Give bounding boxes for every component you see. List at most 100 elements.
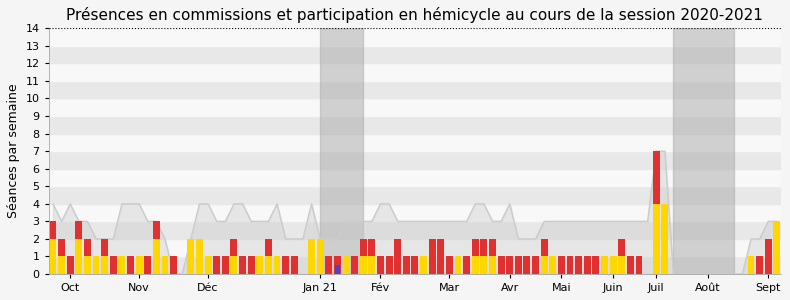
Bar	[75, 239, 82, 274]
Bar	[472, 256, 479, 274]
Bar	[196, 239, 203, 274]
Bar	[58, 256, 65, 274]
Bar	[558, 256, 565, 274]
Bar	[540, 256, 547, 274]
Bar	[325, 256, 332, 274]
Bar	[592, 256, 600, 274]
Bar	[420, 256, 427, 274]
Bar	[438, 239, 444, 274]
Bar	[480, 239, 487, 256]
Bar	[49, 46, 781, 63]
Bar	[412, 256, 419, 274]
Bar	[222, 256, 229, 274]
Bar	[619, 256, 625, 274]
Bar	[248, 256, 254, 274]
Bar	[335, 265, 340, 274]
Bar	[377, 256, 384, 274]
Bar	[747, 256, 754, 274]
Bar	[498, 256, 505, 274]
Bar	[231, 239, 237, 256]
Bar	[575, 256, 582, 274]
Bar	[49, 28, 781, 46]
Bar	[334, 256, 340, 274]
Bar	[489, 239, 496, 256]
Bar	[317, 239, 324, 274]
Bar	[110, 256, 117, 274]
Bar	[291, 256, 298, 274]
Bar	[368, 239, 375, 256]
Bar	[524, 256, 530, 274]
Bar	[84, 256, 91, 274]
Bar	[506, 256, 514, 274]
Bar	[653, 151, 660, 204]
Bar	[187, 239, 194, 274]
Bar	[489, 256, 496, 274]
Bar	[161, 256, 168, 274]
Bar	[153, 221, 160, 239]
Bar	[584, 256, 591, 274]
Bar	[463, 256, 470, 274]
Bar	[351, 256, 358, 274]
Bar	[49, 116, 781, 134]
Bar	[265, 239, 272, 256]
Bar	[386, 256, 393, 274]
Bar	[661, 204, 668, 274]
Bar	[49, 81, 781, 98]
Bar	[49, 151, 781, 169]
Bar	[101, 256, 108, 274]
Bar	[773, 221, 781, 274]
Bar	[359, 256, 367, 274]
Bar	[320, 28, 363, 274]
Bar	[359, 239, 367, 256]
Bar	[58, 239, 65, 256]
Bar	[673, 28, 734, 274]
Bar	[265, 256, 272, 274]
Bar	[49, 204, 781, 221]
Bar	[49, 239, 781, 256]
Bar	[49, 134, 781, 151]
Bar	[49, 221, 781, 239]
Y-axis label: Séances par semaine: Séances par semaine	[7, 84, 20, 218]
Bar	[50, 221, 56, 239]
Bar	[49, 169, 781, 186]
Bar	[454, 256, 461, 274]
Bar	[601, 256, 608, 274]
Bar	[480, 256, 487, 274]
Bar	[136, 256, 142, 274]
Bar	[308, 239, 315, 274]
Bar	[627, 256, 634, 274]
Bar	[282, 256, 289, 274]
Bar	[231, 256, 237, 274]
Bar	[566, 256, 574, 274]
Bar	[273, 256, 280, 274]
Bar	[75, 221, 82, 239]
Bar	[84, 239, 91, 256]
Bar	[127, 256, 134, 274]
Bar	[653, 204, 660, 274]
Bar	[213, 256, 220, 274]
Bar	[153, 239, 160, 274]
Bar	[256, 256, 263, 274]
Bar	[49, 63, 781, 81]
Bar	[756, 256, 763, 274]
Bar	[765, 239, 772, 274]
Bar	[170, 256, 177, 274]
Bar	[549, 256, 556, 274]
Bar	[635, 256, 642, 274]
Bar	[239, 256, 246, 274]
Bar	[540, 239, 547, 256]
Bar	[118, 256, 126, 274]
Bar	[343, 256, 349, 274]
Bar	[66, 256, 73, 274]
Bar	[403, 256, 410, 274]
Bar	[145, 256, 151, 274]
Title: Présences en commissions et participation en hémicycle au cours de la session 20: Présences en commissions et participatio…	[66, 7, 763, 23]
Bar	[619, 239, 625, 256]
Bar	[205, 256, 212, 274]
Bar	[515, 256, 521, 274]
Bar	[101, 239, 108, 256]
Bar	[368, 256, 375, 274]
Bar	[394, 239, 401, 274]
Bar	[49, 98, 781, 116]
Bar	[429, 239, 435, 274]
